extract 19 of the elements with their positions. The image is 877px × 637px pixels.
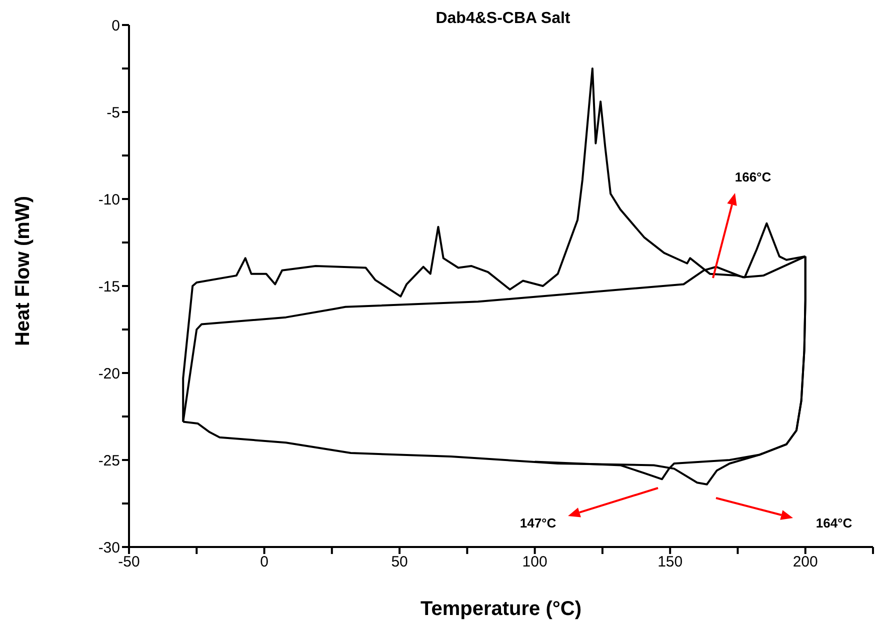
y-tick-label: -25 [98,452,120,470]
y-tick-label: 0 [112,17,120,34]
x-tick-label: 150 [658,554,683,571]
x-axis-title: Temperature (°C) [420,598,582,620]
y-tick-label: -5 [106,104,120,122]
x-tick-label: 100 [522,554,548,571]
y-tick-label: -30 [98,539,120,556]
annotation: 166°C [734,169,772,184]
x-tick-label: 200 [792,554,818,571]
x-tick-label: 0 [260,554,268,571]
chart-title: Dab4&S-CBA Salt [434,10,572,28]
y-tick-label: -10 [98,191,120,208]
y-tick-label: -20 [98,365,120,382]
x-tick-label: -50 [118,554,140,571]
y-axis-title: Heat Flow (mW) [12,196,34,346]
annotation: 164°C [816,515,853,530]
x-tick-label: 50 [391,554,408,571]
annotation: 147°C [520,515,557,530]
y-tick-label: -15 [98,278,120,296]
